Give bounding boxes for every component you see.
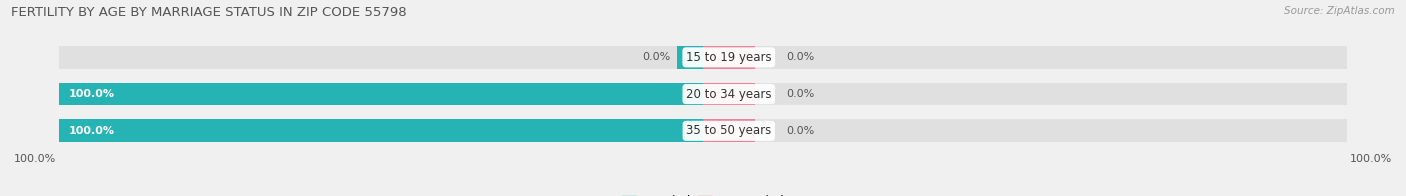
Text: 0.0%: 0.0% <box>787 89 815 99</box>
Bar <box>59 46 1347 69</box>
Bar <box>59 119 703 142</box>
Bar <box>59 119 1347 142</box>
Text: 15 to 19 years: 15 to 19 years <box>686 51 772 64</box>
Bar <box>59 83 1347 105</box>
Bar <box>703 46 755 69</box>
Text: Source: ZipAtlas.com: Source: ZipAtlas.com <box>1284 6 1395 16</box>
Text: 100.0%: 100.0% <box>1350 154 1392 164</box>
Text: FERTILITY BY AGE BY MARRIAGE STATUS IN ZIP CODE 55798: FERTILITY BY AGE BY MARRIAGE STATUS IN Z… <box>11 6 406 19</box>
Bar <box>703 119 755 142</box>
Bar <box>678 119 703 142</box>
Text: 0.0%: 0.0% <box>787 52 815 62</box>
Text: 0.0%: 0.0% <box>643 52 671 62</box>
Bar <box>703 83 755 105</box>
Bar <box>59 83 703 105</box>
Bar <box>678 83 703 105</box>
Text: 100.0%: 100.0% <box>69 89 115 99</box>
Legend: Married, Unmarried: Married, Unmarried <box>621 195 785 196</box>
Text: 35 to 50 years: 35 to 50 years <box>686 124 772 137</box>
Text: 100.0%: 100.0% <box>14 154 56 164</box>
Text: 0.0%: 0.0% <box>787 126 815 136</box>
Bar <box>678 46 703 69</box>
Text: 20 to 34 years: 20 to 34 years <box>686 88 772 101</box>
Text: 100.0%: 100.0% <box>69 126 115 136</box>
